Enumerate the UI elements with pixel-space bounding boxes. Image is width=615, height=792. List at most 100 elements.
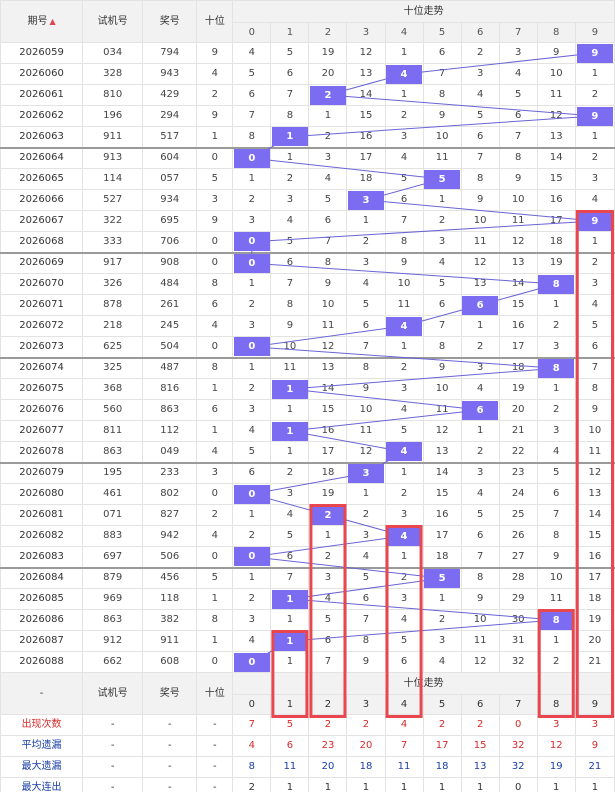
trend-cell: 11 xyxy=(308,315,348,337)
trial-number-cell: 913 xyxy=(82,146,144,169)
table-row[interactable]: 2026060 328 943 4 5 6 20 13 4 7 3 4 10 1 xyxy=(0,63,615,85)
trend-cell: 9 xyxy=(460,588,500,610)
trend-cell: 17 xyxy=(346,146,386,169)
table-row[interactable]: 2026078 863 049 4 5 1 17 12 4 13 2 22 4 11 xyxy=(0,441,615,463)
table-row[interactable]: 2026082 883 942 4 2 5 1 3 4 17 6 26 8 15 xyxy=(0,525,615,547)
trend-cell: 6 xyxy=(308,210,348,232)
trend-cell: 9 xyxy=(422,105,462,127)
table-row[interactable]: 2026059 034 794 9 4 5 19 12 1 6 2 3 9 9 xyxy=(0,42,615,64)
trial-number-cell: 326 xyxy=(82,273,144,295)
tens-digit-cell: 6 xyxy=(196,294,234,316)
table-row[interactable]: 2026072 218 245 4 3 9 11 6 4 7 1 16 2 5 xyxy=(0,315,615,337)
trial-number-cell: 196 xyxy=(82,105,144,127)
trend-cell: 7 xyxy=(574,356,615,379)
stat-dash: - xyxy=(82,714,144,736)
trend-cell: 12 xyxy=(498,231,538,253)
table-row[interactable]: 2026063 911 517 1 8 1 2 16 3 10 6 7 13 1 xyxy=(0,126,615,148)
stat-value: 11 xyxy=(384,756,424,778)
trend-cell: 6 xyxy=(346,315,386,337)
tens-digit-cell: 0 xyxy=(196,546,234,568)
digit-header-1: 1 xyxy=(270,22,310,43)
trend-cell: 6 xyxy=(384,189,424,211)
table-row[interactable]: 2026061 810 429 2 6 7 2 14 1 8 4 5 11 2 xyxy=(0,84,615,106)
trend-cell: 3 xyxy=(346,461,386,484)
draw-number-cell: 604 xyxy=(142,146,198,169)
period-cell: 2026082 xyxy=(0,525,84,547)
sort-icon[interactable]: ▲ xyxy=(49,16,56,26)
trend-cell: 3 xyxy=(384,126,424,148)
table-row[interactable]: 2026075 368 816 1 2 1 14 9 3 10 4 19 1 8 xyxy=(0,378,615,400)
trend-cell: 9 xyxy=(498,168,538,190)
table-row[interactable]: 2026071 878 261 6 2 8 10 5 11 6 6 15 1 4 xyxy=(0,294,615,316)
trend-cell: 11 xyxy=(536,588,576,610)
trend-cell: 20 xyxy=(308,63,348,85)
trial-number-cell: 527 xyxy=(82,189,144,211)
trend-cell: 1 xyxy=(422,588,462,610)
trend-cell: 1 xyxy=(270,378,310,400)
table-row[interactable]: 2026069 917 908 0 0 6 8 3 9 4 12 13 19 2 xyxy=(0,251,615,274)
table-row[interactable]: 2026062 196 294 9 7 8 1 15 2 9 5 6 12 9 xyxy=(0,105,615,127)
period-cell: 2026070 xyxy=(0,273,84,295)
trend-cell: 4 xyxy=(232,420,272,442)
tens-digit-cell: 0 xyxy=(196,231,234,253)
table-row[interactable]: 2026066 527 934 3 2 3 5 3 6 1 9 10 16 4 xyxy=(0,189,615,211)
trend-cell: 3 xyxy=(574,168,615,190)
trend-cell: 8 xyxy=(384,231,424,253)
trend-cell: 13 xyxy=(498,251,538,274)
trend-cell: 5 xyxy=(232,63,272,85)
trial-number-cell: 325 xyxy=(82,356,144,379)
draw-number-cell: 794 xyxy=(142,42,198,64)
table-row[interactable]: 2026080 461 802 0 0 3 19 1 2 15 4 24 6 13 xyxy=(0,483,615,505)
period-header[interactable]: 期号 ▲ xyxy=(0,0,84,43)
table-row[interactable]: 2026083 697 506 0 0 6 2 4 1 18 7 27 9 16 xyxy=(0,546,615,568)
draw-number-cell: 908 xyxy=(142,251,198,274)
table-row[interactable]: 2026084 879 456 5 1 7 3 5 2 5 8 28 10 17 xyxy=(0,566,615,589)
stat-value: 18 xyxy=(422,756,462,778)
table-row[interactable]: 2026067 322 695 9 3 4 6 1 7 2 10 11 17 9 xyxy=(0,210,615,232)
table-row[interactable]: 2026068 333 706 0 0 5 7 2 8 3 11 12 18 1 xyxy=(0,231,615,253)
stat-value: 2 xyxy=(308,714,348,736)
trial-number-cell: 114 xyxy=(82,168,144,190)
table-row[interactable]: 2026079 195 233 3 6 2 18 3 1 14 3 23 5 12 xyxy=(0,461,615,484)
table-row[interactable]: 2026064 913 604 0 0 1 3 17 4 11 7 8 14 2 xyxy=(0,146,615,169)
table-row[interactable]: 2026076 560 863 6 3 1 15 10 4 11 6 20 2 9 xyxy=(0,399,615,421)
period-cell: 2026063 xyxy=(0,126,84,148)
trend-cell: 1 xyxy=(346,210,386,232)
table-row[interactable]: 2026087 912 911 1 4 1 6 8 5 3 11 31 1 20 xyxy=(0,630,615,652)
trend-cell: 9 xyxy=(574,105,615,127)
trend-cell: 8 xyxy=(270,294,310,316)
table-row[interactable]: 2026074 325 487 8 1 11 13 8 2 9 3 18 8 7 xyxy=(0,356,615,379)
trend-cell: 3 xyxy=(574,273,615,295)
hit-ball: 0 xyxy=(233,484,270,504)
trend-cell: 3 xyxy=(232,399,272,421)
period-cell: 2026067 xyxy=(0,210,84,232)
trend-cell: 26 xyxy=(498,525,538,547)
table-row[interactable]: 2026073 625 504 0 0 10 12 7 1 8 2 17 3 6 xyxy=(0,336,615,358)
trial-number-cell: 883 xyxy=(82,525,144,547)
trend-cell: 10 xyxy=(422,378,462,400)
table-row[interactable]: 2026088 662 608 0 0 1 7 9 6 4 12 32 2 21 xyxy=(0,651,615,673)
stat-value: 5 xyxy=(270,714,310,736)
tens-digit-cell: 2 xyxy=(196,504,234,526)
table-row[interactable]: 2026070 326 484 8 1 7 9 4 10 5 13 14 8 3 xyxy=(0,273,615,295)
stat-dash: - xyxy=(196,714,234,736)
trend-cell: 17 xyxy=(308,441,348,463)
table-row[interactable]: 2026081 071 827 2 1 4 2 2 3 16 5 25 7 14 xyxy=(0,504,615,526)
stat-value: 0 xyxy=(498,777,538,792)
hit-ball: 9 xyxy=(576,106,613,126)
trend-cell: 3 xyxy=(270,189,310,211)
trend-cell: 19 xyxy=(308,483,348,505)
table-row[interactable]: 2026077 811 112 1 4 1 16 11 5 12 1 21 3 10 xyxy=(0,420,615,442)
table-row[interactable]: 2026086 863 382 8 3 1 5 7 4 2 10 30 8 19 xyxy=(0,609,615,631)
trend-cell: 7 xyxy=(308,651,348,673)
trend-cell: 5 xyxy=(384,420,424,442)
trend-cell: 31 xyxy=(498,630,538,652)
table-row[interactable]: 2026065 114 057 5 1 2 4 18 5 5 8 9 15 3 xyxy=(0,168,615,190)
trend-cell: 18 xyxy=(574,588,615,610)
draw-number-cell: 456 xyxy=(142,566,198,589)
trend-cell: 3 xyxy=(346,189,386,211)
trial-number-cell: 810 xyxy=(82,84,144,106)
trend-cell: 19 xyxy=(536,251,576,274)
table-row[interactable]: 2026085 969 118 1 2 1 4 6 3 1 9 29 11 18 xyxy=(0,588,615,610)
trend-cell: 6 xyxy=(270,546,310,568)
